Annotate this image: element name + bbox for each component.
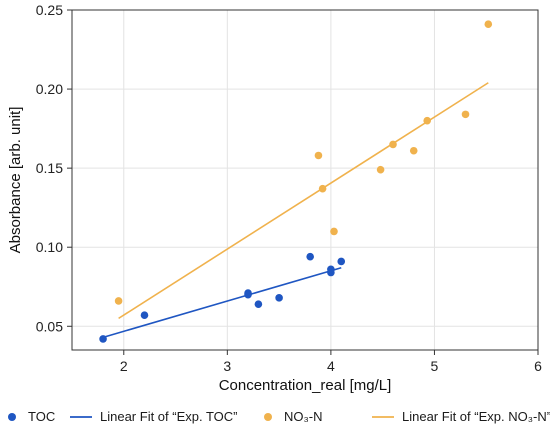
x-tick-label: 3 — [223, 358, 231, 374]
data-point — [99, 335, 107, 343]
y-tick-label: 0.10 — [36, 239, 63, 255]
data-point — [376, 165, 385, 174]
data-point — [254, 300, 263, 308]
x-tick-label: 6 — [534, 358, 542, 374]
y-tick-label: 0.20 — [36, 81, 63, 97]
y-axis-ticks: 0.05 0.10 0.15 0.20 0.25 — [36, 2, 72, 334]
data-point — [389, 140, 397, 149]
legend: TOC Linear Fit of “Exp. TOC” NO₃-N Linear F… — [8, 409, 550, 424]
data-point — [327, 268, 335, 277]
data-point — [330, 227, 338, 236]
grid — [72, 9, 539, 350]
x-axis-ticks: 2 3 4 5 6 — [120, 350, 542, 374]
data-point — [423, 116, 431, 125]
x-tick-label: 4 — [327, 358, 335, 374]
legend-label: Linear Fit of “Exp. TOC” — [100, 409, 238, 424]
data-point — [114, 297, 123, 305]
series-layer — [99, 20, 493, 343]
x-axis-title: Concentration_real [mg/L] — [219, 377, 392, 394]
legend-marker — [264, 413, 272, 421]
y-tick-label: 0.15 — [36, 160, 63, 176]
data-point — [409, 146, 418, 155]
legend-label: TOC — [28, 409, 55, 424]
data-point — [244, 290, 252, 299]
legend-label: NO₃-N — [284, 409, 323, 424]
x-tick-label: 2 — [120, 358, 128, 374]
data-point — [318, 184, 327, 193]
y-tick-label: 0.25 — [36, 2, 63, 18]
x-tick-label: 5 — [431, 358, 439, 374]
data-point — [484, 20, 493, 29]
y-axis-title: Absorbance [arb. unit] — [7, 107, 24, 254]
fit-line — [102, 266, 342, 339]
data-point — [314, 151, 323, 160]
y-tick-label: 0.05 — [36, 318, 63, 334]
fit-line — [118, 82, 489, 320]
legend-label: Linear Fit of “Exp. NO₃-N” — [402, 409, 550, 424]
plot-frame — [71, 9, 539, 351]
data-point — [140, 311, 149, 320]
data-point — [337, 257, 346, 266]
data-point — [306, 252, 314, 261]
data-point — [275, 294, 283, 302]
data-point — [461, 110, 470, 119]
legend-marker — [8, 413, 16, 421]
